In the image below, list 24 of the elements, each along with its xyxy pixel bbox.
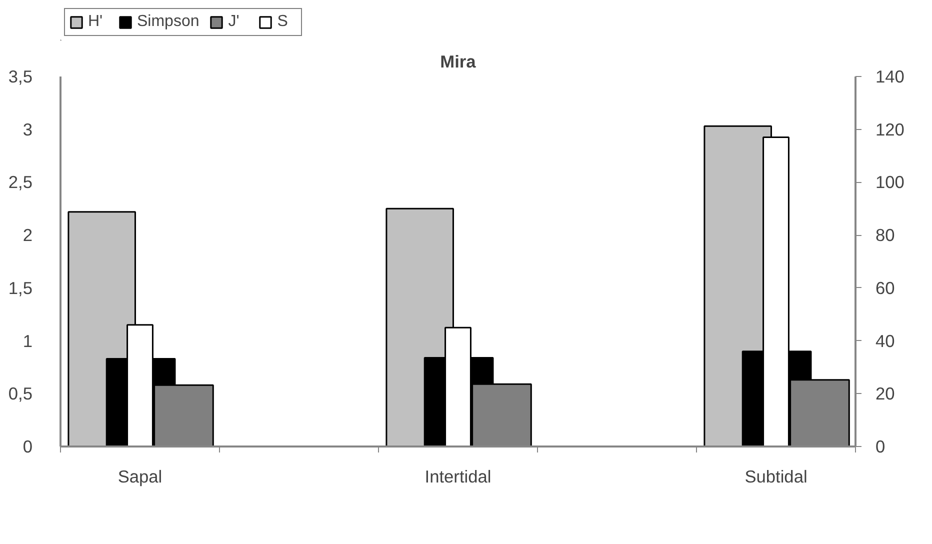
y2-tick-label: 100 [876, 172, 904, 192]
chart-title: Mira [440, 52, 476, 72]
x-tick-label: Sapal [118, 466, 162, 486]
legend-label: H' [88, 13, 104, 31]
y2-tick-label: 80 [876, 225, 895, 246]
y-tick-label: 0 [22, 436, 33, 456]
y2-tick-label: 140 [876, 66, 904, 86]
y2-tick-label: 0 [876, 436, 886, 456]
y-tick-label: 3,5 [8, 66, 33, 86]
y-tick-label: 2 [22, 225, 33, 246]
y2-tick-label: 20 [876, 384, 895, 404]
y2-tick-label: 60 [876, 278, 895, 298]
y2-tick-label: 120 [876, 119, 904, 140]
y-tick-label: 2,5 [8, 172, 33, 192]
y-tick-label: 3 [22, 119, 33, 140]
x-tick-label: Intertidal [424, 466, 492, 486]
legend-label: J' [228, 13, 240, 31]
x-tick-label: Subtidal [744, 466, 808, 486]
y2-tick-label: 40 [876, 330, 895, 351]
y-tick-label: 1 [22, 330, 33, 351]
legend-label: Simpson [137, 13, 200, 31]
y-tick-label: 0,5 [8, 384, 33, 404]
legend-label: S [277, 13, 289, 31]
y-tick-label: 1,5 [8, 278, 33, 298]
